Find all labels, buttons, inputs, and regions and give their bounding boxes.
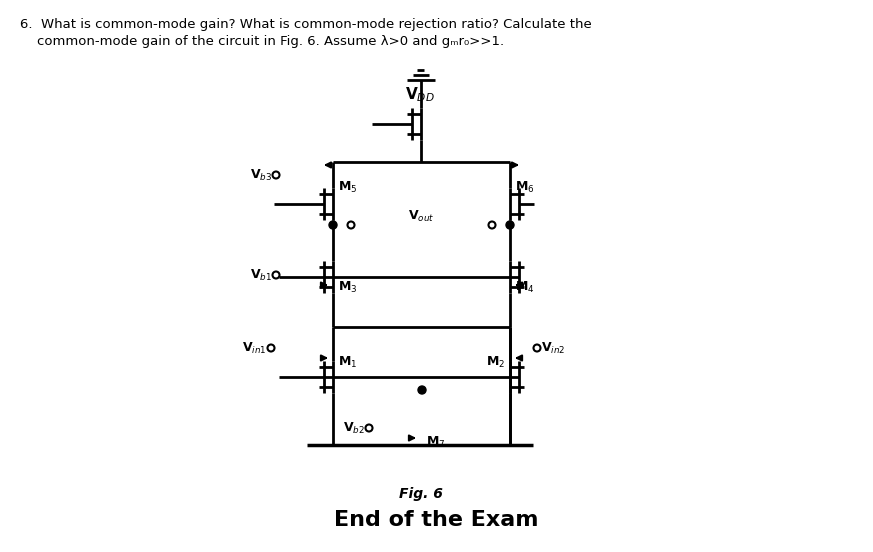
Text: M$_6$: M$_6$ bbox=[515, 179, 534, 194]
Text: M$_1$: M$_1$ bbox=[338, 354, 357, 369]
Text: M$_2$: M$_2$ bbox=[486, 354, 505, 369]
Circle shape bbox=[347, 221, 354, 229]
Circle shape bbox=[489, 221, 496, 229]
Circle shape bbox=[272, 172, 279, 178]
Text: Fig. 6: Fig. 6 bbox=[399, 487, 443, 501]
Circle shape bbox=[533, 344, 540, 352]
Text: M$_5$: M$_5$ bbox=[338, 179, 357, 194]
Text: M$_7$: M$_7$ bbox=[426, 434, 445, 449]
Text: End of the Exam: End of the Exam bbox=[333, 510, 539, 530]
Circle shape bbox=[329, 221, 337, 229]
Text: V$_{b1}$: V$_{b1}$ bbox=[250, 268, 272, 283]
Text: V$_{in1}$: V$_{in1}$ bbox=[243, 341, 267, 355]
Circle shape bbox=[267, 344, 274, 352]
Text: M$_4$: M$_4$ bbox=[515, 279, 534, 295]
Text: 6.  What is common-mode gain? What is common-mode rejection ratio? Calculate the: 6. What is common-mode gain? What is com… bbox=[20, 18, 592, 31]
Text: V$_{in2}$: V$_{in2}$ bbox=[541, 341, 566, 355]
Text: V$_{b3}$: V$_{b3}$ bbox=[250, 167, 272, 183]
Circle shape bbox=[366, 424, 373, 432]
Text: V$_{b2}$: V$_{b2}$ bbox=[343, 421, 365, 436]
Circle shape bbox=[418, 386, 426, 394]
Text: V$_{DD}$: V$_{DD}$ bbox=[405, 86, 435, 104]
Text: V$_{out}$: V$_{out}$ bbox=[409, 209, 435, 224]
Circle shape bbox=[272, 272, 279, 279]
Circle shape bbox=[506, 221, 514, 229]
Text: M$_3$: M$_3$ bbox=[338, 279, 357, 295]
Text: common-mode gain of the circuit in Fig. 6. Assume λ>0 and gₘr₀>>1.: common-mode gain of the circuit in Fig. … bbox=[20, 35, 504, 48]
